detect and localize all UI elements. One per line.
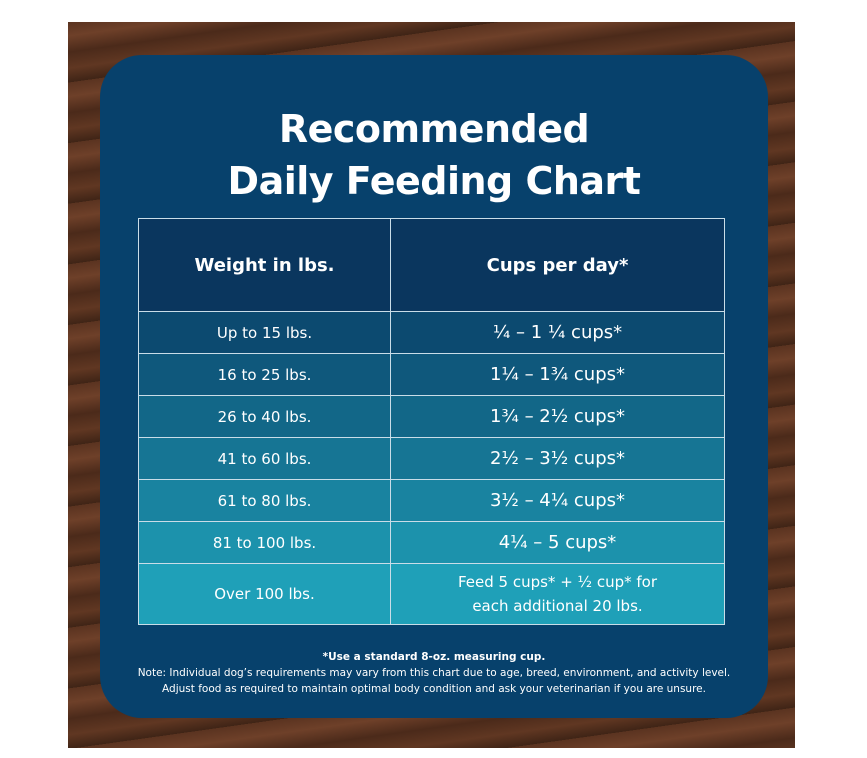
- table-row: 16 to 25 lbs. 1¼ – 1¾ cups*: [138, 353, 725, 396]
- table-row: 41 to 60 lbs. 2½ – 3½ cups*: [138, 437, 725, 480]
- table-cell: 1¼ – 1¾ cups*: [390, 353, 725, 396]
- table-row: Over 100 lbs. Feed 5 cups* + ½ cup* for ea…: [138, 563, 725, 625]
- title-line: Recommended: [278, 107, 590, 151]
- feeding-table: Weight in lbs. Cups per day* Up to 15 lbs.…: [138, 218, 725, 625]
- title-line: Daily Feeding Chart: [227, 159, 641, 203]
- table-row: 26 to 40 lbs. 1¾ – 2½ cups*: [138, 395, 725, 438]
- cell-line: Feed 5 cups* + ½ cup* for: [457, 573, 658, 591]
- table-cell: 2½ – 3½ cups*: [390, 437, 725, 480]
- table-cell: 26 to 40 lbs.: [138, 395, 391, 438]
- footnote: *Use a standard 8-oz. measuring cup.: [322, 651, 546, 663]
- table-cell: 61 to 80 lbs.: [138, 479, 391, 522]
- table-cell: Over 100 lbs.: [138, 563, 391, 625]
- table-cell: 41 to 60 lbs.: [138, 437, 391, 480]
- table-cell: Feed 5 cups* + ½ cup* for each additional…: [390, 563, 725, 625]
- table-cell: 1¾ – 2½ cups*: [390, 395, 725, 438]
- header-row: Weight in lbs. Cups per day*: [138, 218, 725, 312]
- table-row: 81 to 100 lbs. 4¼ – 5 cups*: [138, 521, 725, 564]
- header-cell: Cups per day*: [390, 218, 725, 312]
- table-cell: Up to 15 lbs.: [138, 311, 391, 354]
- table-cell: 16 to 25 lbs.: [138, 353, 391, 396]
- cell-line: each additional 20 lbs.: [472, 597, 643, 615]
- table-cell: ¼ – 1 ¼ cups*: [390, 311, 725, 354]
- note-line: Adjust food as required to maintain opti…: [162, 683, 706, 695]
- table-cell: 81 to 100 lbs.: [138, 521, 391, 564]
- table-cell: 3½ – 4¼ cups*: [390, 479, 725, 522]
- notes: *Use a standard 8-oz. measuring cup. Note…: [100, 649, 768, 697]
- chart-card: Recommended Daily Feeding Chart Weight in…: [100, 55, 768, 718]
- table-cell: 4¼ – 5 cups*: [390, 521, 725, 564]
- table-row: Up to 15 lbs. ¼ – 1 ¼ cups*: [138, 311, 725, 354]
- note-line: Note: Individual dog’s requirements may …: [137, 667, 731, 679]
- title: Recommended Daily Feeding Chart: [100, 103, 768, 207]
- header-cell: Weight in lbs.: [138, 218, 391, 312]
- table-row: 61 to 80 lbs. 3½ – 4¼ cups*: [138, 479, 725, 522]
